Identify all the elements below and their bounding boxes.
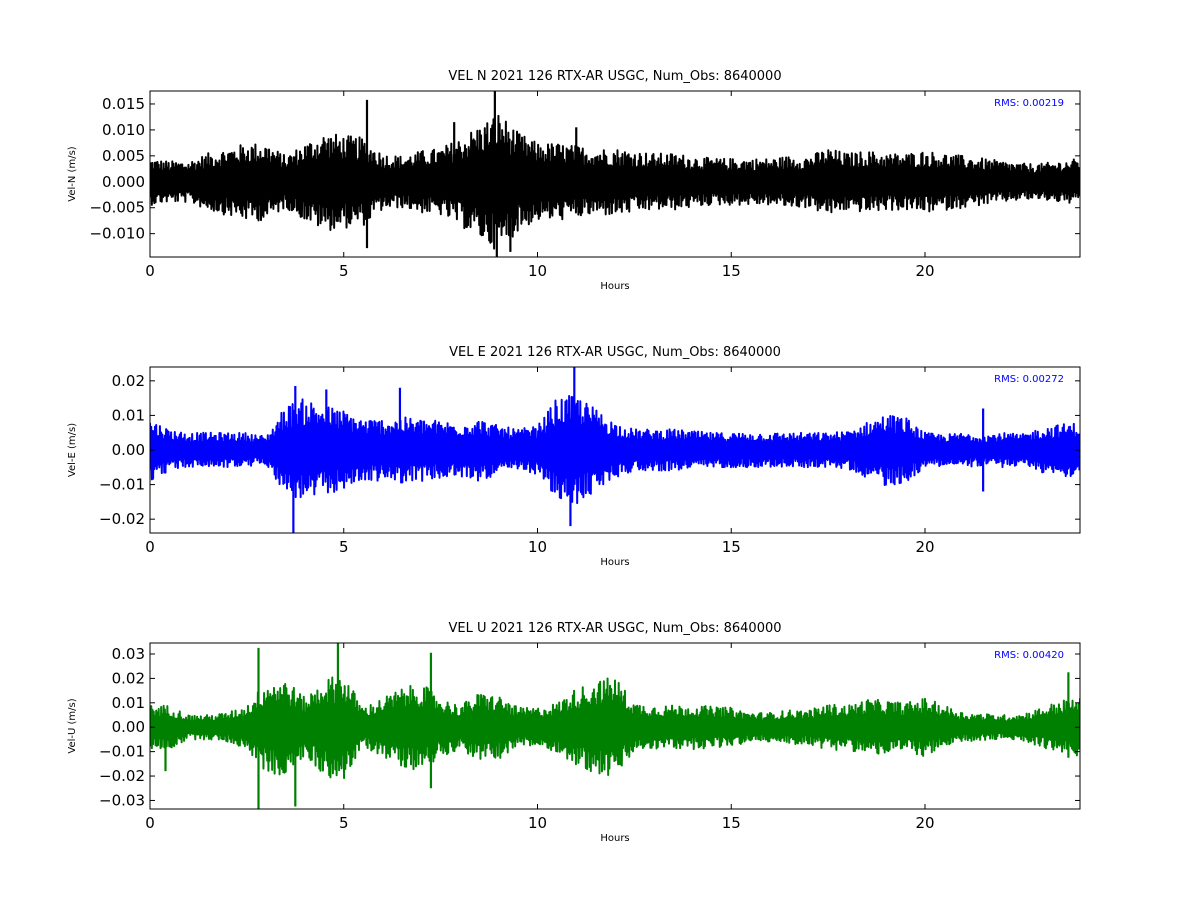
x-tick-label: 5 [339,538,349,556]
x-tick-label: 15 [722,814,741,832]
y-axis-label: Vel-N (m/s) [67,146,78,201]
y-tick-label: 0.005 [102,147,145,165]
y-tick-label: 0.015 [102,95,145,113]
y-tick-label: 0.02 [112,669,145,687]
x-tick-label: 10 [528,262,547,280]
x-tick-label: 10 [528,814,547,832]
x-tick-label: 15 [722,538,741,556]
x-tick-label: 20 [915,814,934,832]
chart-title: VEL U 2021 126 RTX-AR USGC, Num_Obs: 864… [448,621,781,636]
y-tick-label: 0.01 [112,406,145,424]
y-axis-label: Vel-E (m/s) [67,423,78,477]
y-tick-label: −0.02 [99,510,145,528]
velocity-series-line [150,394,1080,505]
y-tick-label: −0.01 [99,476,145,494]
y-tick-label: −0.005 [89,199,145,217]
x-tick-label: 5 [339,814,349,832]
x-tick-label: 0 [145,538,155,556]
chart-title: VEL E 2021 126 RTX-AR USGC, Num_Obs: 864… [449,345,781,360]
plot-frame [149,90,1081,258]
rms-annotation: RMS: 0.00420 [994,650,1064,661]
x-tick-label: 20 [915,538,934,556]
rms-annotation: RMS: 0.00219 [994,98,1064,109]
y-tick-label: 0.01 [112,694,145,712]
series-group [150,367,1080,533]
y-tick-label: −0.02 [99,767,145,785]
series-group [150,643,1080,809]
y-tick-label: 0.000 [102,173,145,191]
x-tick-label: 0 [145,814,155,832]
x-tick-label: 0 [145,262,155,280]
plot-frame [149,642,1081,810]
y-tick-label: −0.01 [99,743,145,761]
y-tick-label: 0.03 [112,645,145,663]
x-axis-label: Hours [600,833,629,844]
x-tick-label: 15 [722,262,741,280]
y-tick-label: 0.02 [112,372,145,390]
rms-annotation: RMS: 0.00272 [994,374,1064,385]
y-tick-label: 0.00 [112,718,145,736]
velocity-series-line [150,676,1080,780]
x-axis-label: Hours [600,281,629,292]
y-tick-label: 0.00 [112,441,145,459]
x-axis-label: Hours [600,557,629,568]
panel-vel-u: VEL U 2021 126 RTX-AR USGC, Num_Obs: 864… [67,621,1081,844]
y-axis-label: Vel-U (m/s) [67,698,78,753]
series-group [150,91,1080,257]
panel-vel-n: VEL N 2021 126 RTX-AR USGC, Num_Obs: 864… [67,69,1081,292]
y-tick-label: 0.010 [102,121,145,139]
panel-vel-e: VEL E 2021 126 RTX-AR USGC, Num_Obs: 864… [67,345,1081,568]
velocity-series-line [150,114,1080,250]
x-tick-label: 20 [915,262,934,280]
y-tick-label: −0.010 [89,225,145,243]
x-tick-label: 10 [528,538,547,556]
x-tick-label: 5 [339,262,349,280]
chart-title: VEL N 2021 126 RTX-AR USGC, Num_Obs: 864… [448,69,781,84]
y-tick-label: −0.03 [99,791,145,809]
